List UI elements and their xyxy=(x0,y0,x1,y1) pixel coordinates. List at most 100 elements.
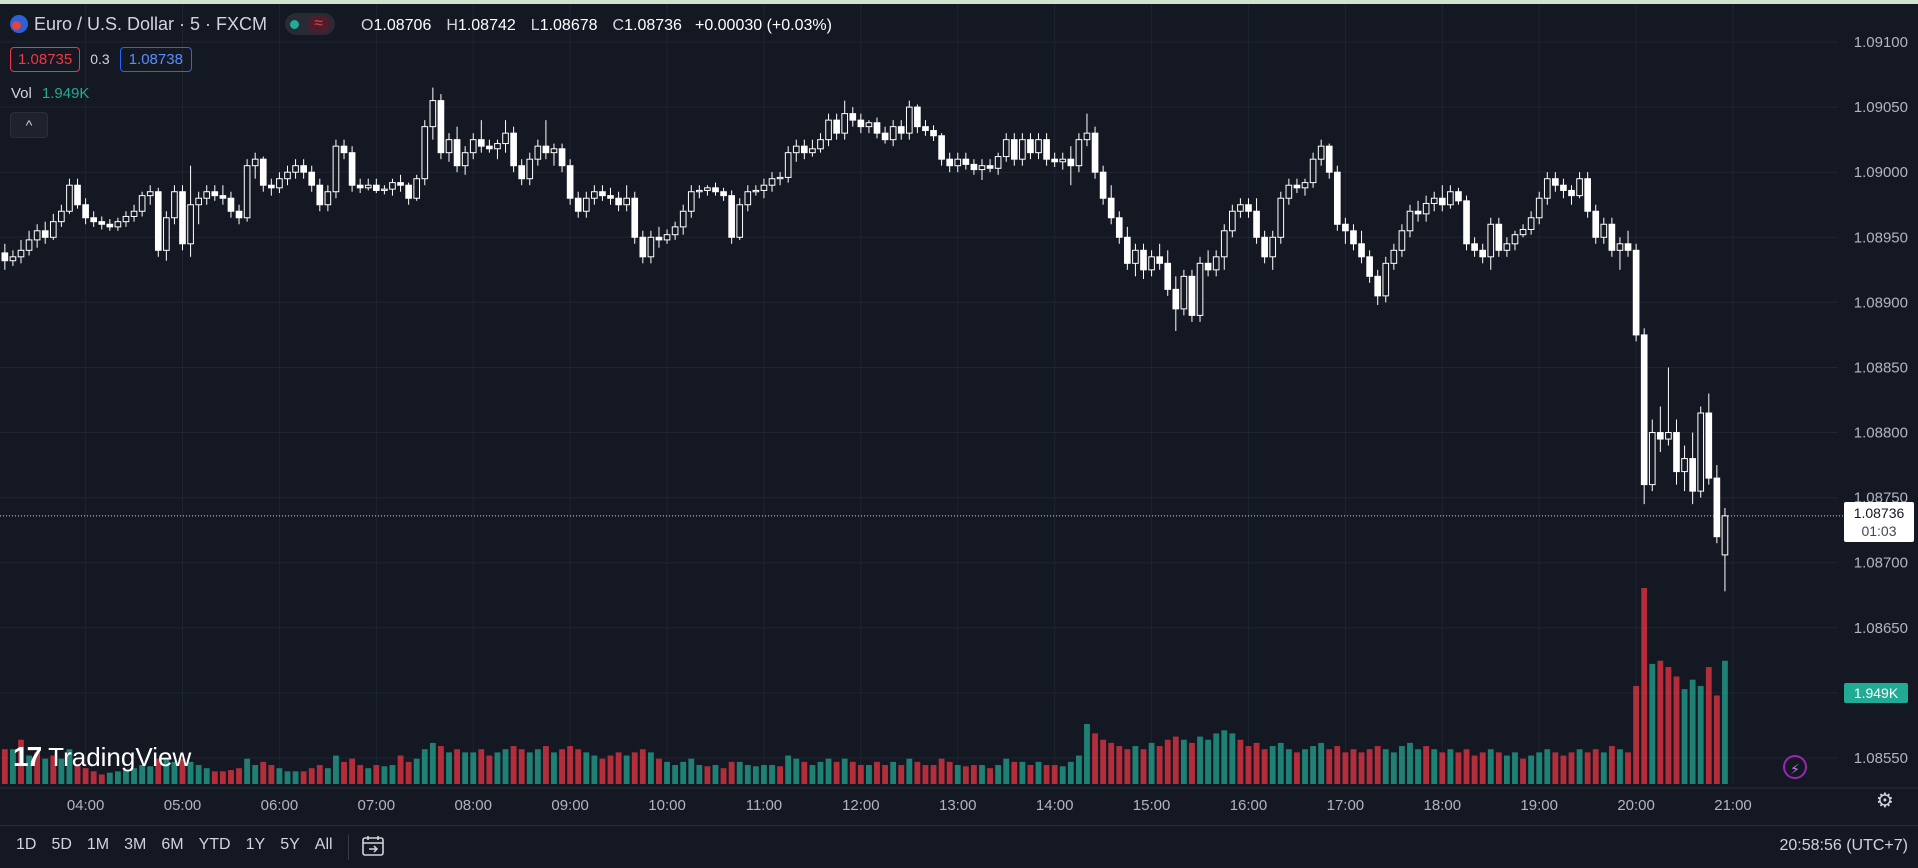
range-button-ytd[interactable]: YTD xyxy=(198,836,231,853)
volume-bar xyxy=(752,766,759,784)
range-button-1d[interactable]: 1D xyxy=(16,836,37,853)
candle-body xyxy=(41,230,49,238)
candle-body xyxy=(421,126,429,180)
volume-bar xyxy=(1019,761,1026,784)
candle-body xyxy=(591,191,598,199)
candle-body xyxy=(114,221,122,228)
volume-bar xyxy=(680,761,687,784)
candle-body xyxy=(1229,210,1236,232)
time-tick-label: 19:00 xyxy=(1520,797,1558,814)
top-accent-line xyxy=(0,0,1918,4)
candle-body xyxy=(1713,477,1721,538)
volume-bar xyxy=(292,771,299,784)
volume-bar xyxy=(1681,689,1688,784)
volume-bar xyxy=(50,755,57,784)
collapse-legend-button[interactable]: ^ xyxy=(10,112,48,138)
symbol-title[interactable]: Euro / U.S. Dollar · 5 · FXCM xyxy=(34,13,268,34)
volume-bar xyxy=(42,758,49,784)
range-button-3m[interactable]: 3M xyxy=(124,836,147,853)
volume-bar xyxy=(1035,761,1042,784)
price-axis[interactable]: 1.09100 1.09050 1.09000 1.08950 1.08900 1.088… xyxy=(1854,34,1908,767)
candle-body xyxy=(1632,249,1640,336)
candle-body xyxy=(801,145,808,154)
range-button-1y[interactable]: 1Y xyxy=(245,836,266,853)
market-status-pill[interactable]: ≈ xyxy=(285,13,336,35)
candle-body xyxy=(227,197,235,212)
candle-body xyxy=(477,139,485,147)
candle-body xyxy=(1608,223,1616,251)
volume-bar xyxy=(1003,758,1010,784)
ohlc-values: O1.08706 H1.08742 L1.08678 C1.08736 +0.0… xyxy=(361,16,832,34)
range-button-1m[interactable]: 1M xyxy=(86,836,110,853)
range-button-5y[interactable]: 5Y xyxy=(280,836,300,853)
range-button-6m[interactable]: 6M xyxy=(161,836,184,853)
volume-bar xyxy=(906,758,913,784)
symbol-legend: Euro / U.S. Dollar · 5 · FXCM ≈ O1.08706… xyxy=(10,12,832,36)
volume-bar xyxy=(502,749,509,784)
candle-body xyxy=(574,197,582,212)
candle-body xyxy=(655,236,663,241)
candle-body xyxy=(58,210,65,223)
volume-bar xyxy=(938,758,945,784)
lightning-icon[interactable]: ⚡ xyxy=(1783,755,1807,779)
volume-bar xyxy=(429,742,436,784)
volume-bar xyxy=(74,765,81,784)
candle-body xyxy=(1132,249,1139,264)
candle-body xyxy=(138,195,146,212)
price-tick-label: 1.08650 xyxy=(1854,620,1908,637)
candle-body xyxy=(469,139,477,154)
candle-body xyxy=(954,158,962,167)
toolbar-divider xyxy=(348,834,349,860)
price-tick-label: 1.08900 xyxy=(1854,294,1908,311)
volume-bar xyxy=(1415,749,1421,784)
volume-bar xyxy=(1673,676,1680,784)
volume-bar xyxy=(1302,749,1308,784)
candle-body xyxy=(1479,249,1487,258)
candle-body xyxy=(251,158,259,167)
time-axis[interactable]: 04:00 05:00 06:00 07:00 08:00 09:00 10:00 11:00… xyxy=(67,797,1752,814)
volume-bar xyxy=(147,766,154,784)
candle-body xyxy=(1447,191,1454,206)
volume-bar xyxy=(1229,733,1236,784)
candle-body xyxy=(889,126,897,141)
candle-body xyxy=(1124,236,1131,264)
range-button-all[interactable]: All xyxy=(314,836,333,853)
volume-bar xyxy=(1197,736,1203,784)
volume-bar xyxy=(857,765,864,784)
sell-price-button[interactable]: 1.08735 xyxy=(10,46,81,72)
candle-body xyxy=(1616,243,1624,251)
candle-body xyxy=(276,178,283,189)
time-tick-label: 20:00 xyxy=(1617,797,1655,814)
candle-body xyxy=(1657,432,1664,440)
volume-bar xyxy=(316,765,323,784)
volume-bar xyxy=(922,765,929,784)
candle-body xyxy=(1697,412,1705,492)
volume-bar xyxy=(139,765,146,784)
volume-bar xyxy=(413,758,420,784)
tradingview-logo[interactable]: 17 TradingView xyxy=(13,741,191,773)
volume-bar xyxy=(1705,667,1712,784)
candle-body xyxy=(720,191,727,197)
high-value: 1.08742 xyxy=(457,16,516,34)
range-button-5d[interactable]: 5D xyxy=(51,836,72,853)
time-tick-label: 16:00 xyxy=(1230,797,1268,814)
volume-bar xyxy=(1463,749,1470,784)
volume-label[interactable]: Vol xyxy=(11,85,32,102)
candle-body xyxy=(679,210,687,228)
time-tick-label: 14:00 xyxy=(1036,797,1074,814)
clock-timezone[interactable]: 20:58:56 (UTC+7) xyxy=(1779,837,1908,854)
volume-bar xyxy=(114,771,121,784)
candle-body xyxy=(49,221,57,238)
calendar-range-icon[interactable] xyxy=(361,835,385,857)
gear-icon[interactable]: ⚙ xyxy=(1876,790,1894,812)
candle-body xyxy=(1463,200,1470,245)
price-chart[interactable]: 1.09100 1.09050 1.09000 1.08950 1.08900 1.088… xyxy=(0,4,1918,825)
volume-bar xyxy=(260,761,267,784)
candle-body xyxy=(1293,184,1301,189)
buy-price-button[interactable]: 1.08738 xyxy=(119,46,192,72)
volume-bar xyxy=(454,749,460,784)
candle-body xyxy=(1059,158,1067,163)
candle-body xyxy=(292,165,299,173)
volume-bar xyxy=(1277,742,1284,784)
volume-bar xyxy=(1285,749,1292,784)
